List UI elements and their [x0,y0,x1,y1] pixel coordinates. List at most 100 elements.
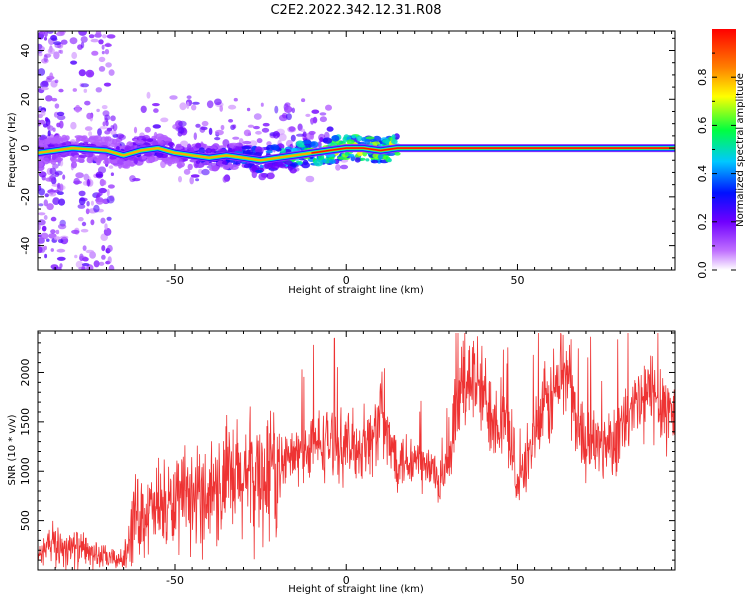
spectrogram-noise-blob [183,168,191,175]
spectrogram-band-blob [351,135,356,139]
spectrogram-noise-blob [82,245,87,251]
spectrogram-noise-blob [95,197,104,205]
spectrogram-noise-blob [46,238,50,242]
spectrogram-noise-blob [260,102,264,107]
spectrogram-noise-blob [74,104,81,113]
spectrogram-band-blob [321,159,327,163]
spectrogram-noise-blob [74,254,78,259]
spectrogram-noise-blob [300,128,306,132]
spectrogram-noise-blob [81,263,90,267]
snr-ylabel: SNR (10 * v/v) [7,414,18,485]
spectrogram-noise-blob [44,117,49,122]
spectrogram-noise-blob [77,204,86,209]
spectrogram-noise-blob [305,113,311,117]
spectrogram-band-blob [295,140,305,148]
spectrogram-band-blob [135,139,145,145]
spectrogram-noise-blob [56,248,66,253]
spectrogram-band-blob [104,157,112,164]
spectrogram-noise-blob [129,175,136,183]
chart-title: C2E2.2022.342.12.31.R08 [270,3,441,18]
spectrogram-noise-blob [101,254,106,260]
spectrogram-band-blob [198,147,205,154]
spectrogram-band-blob [117,158,126,165]
spectrogram-noise-blob [219,105,223,112]
spectrogram-noise-blob [233,97,238,102]
spectrogram-noise-blob [192,101,200,105]
spectrogram-noise-blob [256,138,263,144]
spectrogram-noise-blob [206,100,214,109]
spectrogram-noise-blob [108,264,115,270]
spectrogram-noise-blob [54,266,62,270]
spectrogram-noise-blob [96,108,100,113]
spectrogram-band-blob [243,163,251,169]
colorbar-tick-label: 0.8 [696,68,709,86]
spectrogram-noise-blob [78,69,86,77]
spectrogram-noise-blob [58,198,66,206]
spectrogram-band-blob [229,143,235,148]
spectrogram-band-blob [344,152,349,156]
spectrogram-noise-blob [50,216,57,222]
snr-xtick-label: -50 [166,574,184,587]
spectrogram-noise-blob [253,125,260,130]
spectrogram-noise-blob [110,125,115,130]
spectrogram-noise-blob [105,62,112,68]
spectrogram-noise-blob [160,160,166,169]
spectrogram-noise-blob [285,113,292,121]
spectrogram-noise-blob [98,261,105,266]
spectrogram-noise-blob [258,172,267,181]
spectrogram-noise-blob [144,126,151,133]
spectrogram-noise-blob [80,41,85,49]
spectrogram-noise-blob [44,193,49,198]
spectrogram-noise-blob [106,188,110,197]
spectrogram-band-blob [348,153,355,157]
spectrogram-noise-blob [43,54,48,63]
spectrogram-noise-blob [116,133,125,139]
spectrogram-noise-blob [81,221,87,227]
snr-ytick-label: 1500 [19,408,32,436]
spectrogram-noise-blob [70,60,78,65]
spectrogram-noise-blob [60,39,68,45]
spectrogram-noise-blob [284,105,293,113]
colorbar-tick-label: 0.6 [696,117,709,134]
spectrogram-band-blob [187,163,193,171]
spectrogram-noise-blob [291,107,295,114]
spectrogram-noise-blob [266,172,275,180]
spectrogram-noise-blob [191,104,197,111]
spectrogram-noise-blob [169,95,178,100]
spectrogram-band-blob [210,148,216,153]
spectrogram-noise-blob [40,86,49,91]
spectrogram-band-blob [176,161,185,168]
spectrogram-noise-blob [58,239,64,244]
spectrogram-noise-blob [99,126,108,130]
spectrogram-band-blob [50,160,57,165]
spectrogram-noise-blob [78,190,86,197]
spectrogram-noise-blob [220,124,225,131]
colorbar-tick-label: 0.2 [696,213,709,231]
spectrogram-band-blob [289,163,296,167]
spectrogram-noise-blob [98,56,106,63]
spectrogram-noise-blob [101,245,106,252]
spectrogram-noise-blob [104,223,108,230]
spectrogram-noise-blob [100,217,106,224]
spectrogram-noise-blob [95,31,102,37]
spectrogram-noise-blob [54,170,63,176]
spectrogram-noise-blob [38,185,42,191]
spectrogram-noise-blob [179,102,187,111]
spectrogram-noise-blob [246,107,251,112]
spectrogram-noise-blob [46,31,54,34]
spectrogram-xlabel: Height of straight line (km) [288,285,424,296]
spectrogram-ytick-label: 40 [19,44,32,58]
spectrogram-band-blob [391,134,396,140]
spectrogram-noise-blob [75,260,84,268]
snr-panel: -50 0 50 500 1000 1500 2000 Height of straight… [7,330,676,595]
spectrogram-band-blob [157,136,162,143]
spectrogram-band-blob [346,139,355,144]
spectrogram-noise-blob [97,128,102,137]
spectrogram-noise-blob [47,47,55,55]
spectrogram-noise-blob [58,88,64,93]
spectrogram-noise-blob [85,249,95,254]
spectrogram-noise-blob [110,172,114,176]
spectrogram-noise-blob [325,104,332,111]
spectrogram-noise-blob [41,225,47,232]
spectrogram-band-blob [218,148,227,153]
